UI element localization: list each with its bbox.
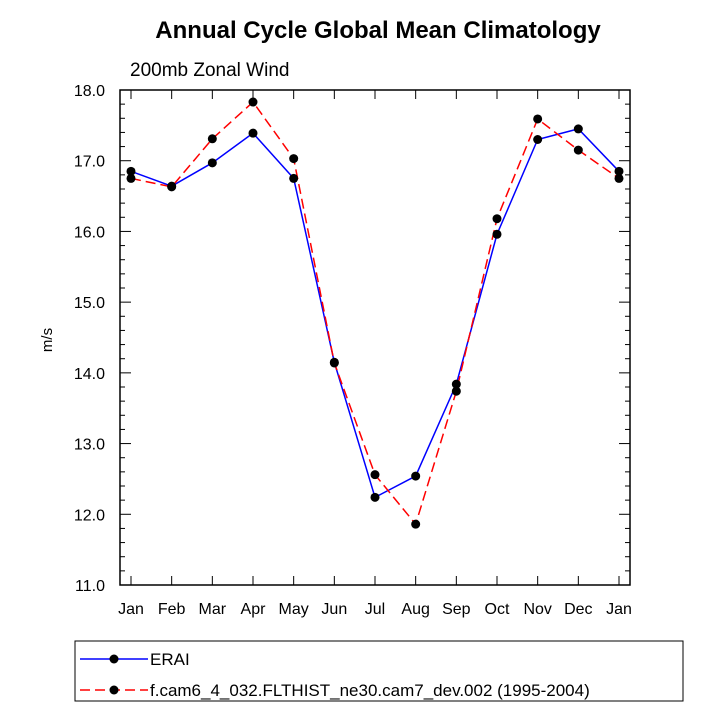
y-tick-label-4: 15.0 bbox=[74, 295, 105, 312]
y-axis-label: m/s bbox=[39, 328, 56, 352]
legend-label-0: ERAI bbox=[150, 650, 190, 669]
series-1-point-11 bbox=[573, 145, 583, 155]
legend-box bbox=[74, 640, 684, 702]
series-1-point-9 bbox=[492, 214, 502, 224]
series-1-point-5 bbox=[329, 358, 339, 368]
y-tick-label-1: 12.0 bbox=[74, 507, 105, 524]
series-line-0 bbox=[130, 128, 620, 499]
series-0-point-10 bbox=[533, 135, 543, 144]
series-0-point-9 bbox=[492, 229, 502, 239]
series-1-point-8 bbox=[451, 386, 461, 396]
y-tick-label-2: 13.0 bbox=[74, 437, 105, 454]
series-0-point-6 bbox=[370, 492, 380, 502]
x-tick-label-4: May bbox=[279, 601, 309, 618]
x-tick-label-1: Feb bbox=[158, 601, 186, 618]
x-tick-label-5: Jun bbox=[321, 601, 347, 618]
chart-subtitle: 200mb Zonal Wind bbox=[130, 60, 289, 81]
x-tick-label-11: Dec bbox=[564, 601, 592, 618]
series-1-point-12 bbox=[614, 173, 624, 183]
y-tick-label-5: 16.0 bbox=[74, 224, 105, 241]
x-tick-label-6: Jul bbox=[365, 601, 385, 618]
x-tick-label-9: Oct bbox=[485, 601, 510, 618]
y-tick-label-3: 14.0 bbox=[74, 366, 105, 383]
series-1-point-3 bbox=[248, 97, 258, 107]
series-1-point-1 bbox=[167, 182, 177, 192]
series-0-point-12 bbox=[614, 166, 624, 176]
x-tick-label-10: Nov bbox=[523, 601, 551, 618]
legend-marker-0 bbox=[109, 654, 119, 664]
x-tick-label-8: Sep bbox=[442, 601, 471, 618]
series-0-point-2 bbox=[207, 158, 217, 168]
series-1-point-0 bbox=[126, 173, 136, 183]
y-tick-label-0: 11.0 bbox=[75, 578, 105, 595]
series-layer bbox=[126, 97, 624, 529]
x-tick-label-7: Aug bbox=[401, 601, 429, 618]
series-0-point-0 bbox=[126, 166, 136, 176]
legend-marker-1 bbox=[109, 685, 119, 695]
legend: ERAI f.cam6_4_032.FLTHIST_ne30.cam7_dev.0… bbox=[74, 640, 684, 702]
plot-frame bbox=[119, 89, 631, 586]
legend-label-1: f.cam6_4_032.FLTHIST_ne30.cam7_dev.002 (… bbox=[150, 681, 590, 700]
series-1-point-10 bbox=[533, 114, 543, 124]
x-tick-labels: Jan Feb Mar Apr May Jun Jul Aug Sep Oct Nov Dec Jan bbox=[118, 601, 632, 618]
series-0-point-3 bbox=[248, 128, 258, 138]
x-tick-label-2: Mar bbox=[199, 601, 227, 618]
series-1-point-7 bbox=[411, 519, 421, 529]
x-tick-label-12: Jan bbox=[606, 601, 632, 618]
y-tick-label-6: 17.0 bbox=[74, 154, 105, 171]
x-tick-label-3: Apr bbox=[241, 601, 267, 618]
chart-title: Annual Cycle Global Mean Climatology bbox=[155, 17, 601, 44]
series-0-point-11 bbox=[573, 124, 583, 134]
series-0-point-4 bbox=[289, 173, 299, 183]
series-0-point-8 bbox=[451, 379, 461, 389]
axis-ticks bbox=[120, 89, 630, 586]
series-1-point-6 bbox=[370, 470, 380, 480]
y-tick-label-7: 18.0 bbox=[74, 83, 105, 100]
series-1-point-2 bbox=[207, 134, 217, 144]
series-line-1 bbox=[130, 100, 620, 526]
y-tick-labels: 11.0 12.0 13.0 14.0 15.0 16.0 17.0 18.0 bbox=[74, 83, 105, 595]
series-1-point-4 bbox=[289, 154, 299, 164]
x-tick-label-0: Jan bbox=[118, 601, 144, 618]
series-0-point-7 bbox=[411, 471, 421, 481]
